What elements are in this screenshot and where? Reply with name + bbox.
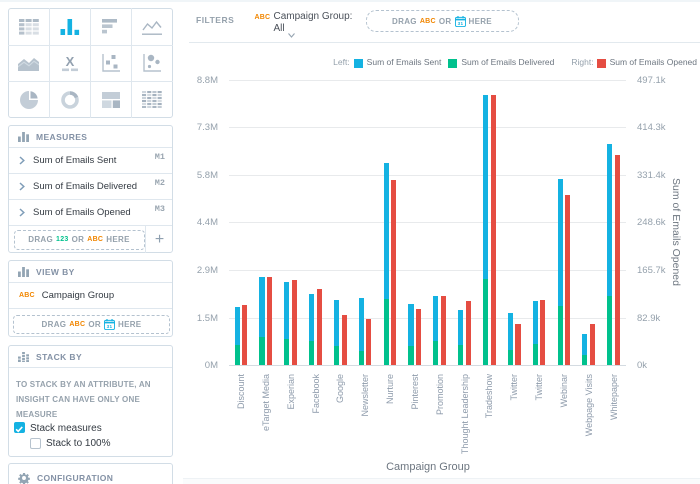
svg-text:31: 31 bbox=[107, 324, 113, 329]
svg-text:31: 31 bbox=[457, 21, 463, 26]
svg-text:X: X bbox=[65, 55, 74, 69]
